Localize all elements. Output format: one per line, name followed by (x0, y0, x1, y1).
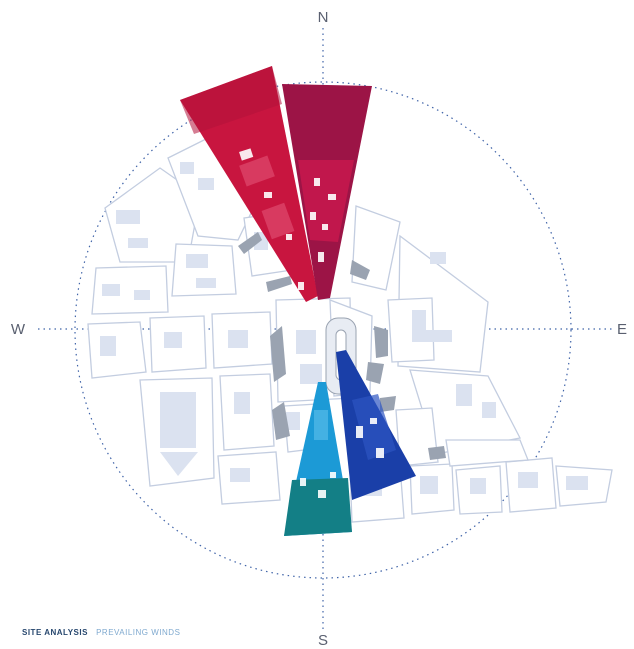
wind-sectors (180, 66, 416, 536)
city-block (91, 265, 169, 315)
compass-circle (74, 81, 572, 579)
compass-east-label: E (617, 321, 627, 338)
wind-sector-s (284, 382, 352, 536)
city-block (171, 243, 237, 297)
wind-sector-sse (336, 350, 416, 500)
building-shadows (238, 232, 446, 460)
wind-sector-n (282, 84, 372, 300)
compass-west-label: W (11, 321, 26, 338)
wind-sector-nnw (180, 66, 318, 302)
buildings (100, 162, 588, 496)
city-block (87, 321, 147, 379)
caption-secondary: PREVAILING WINDS (96, 628, 181, 637)
caption-primary: SITE ANALYSIS (22, 628, 88, 637)
compass-south-label: S (318, 632, 328, 649)
caption: SITE ANALYSIS PREVAILING WINDS (22, 628, 180, 637)
compass-north-label: N (318, 9, 329, 26)
city-block (445, 439, 529, 467)
